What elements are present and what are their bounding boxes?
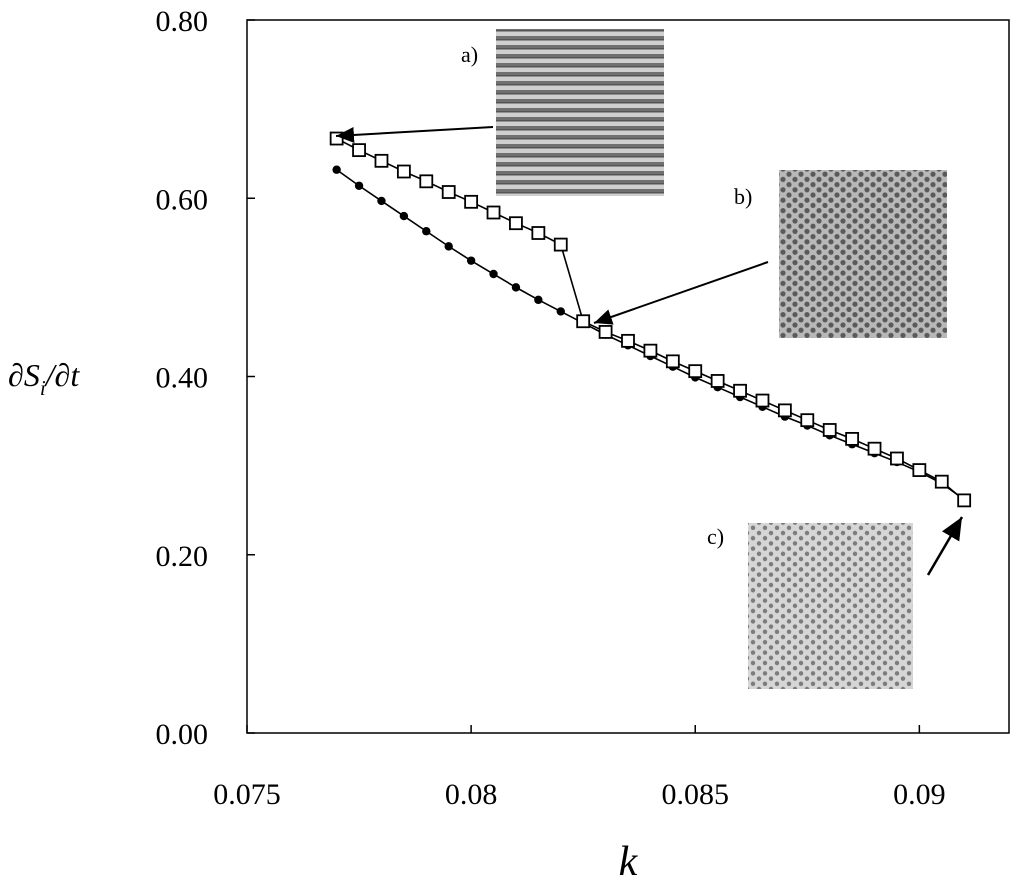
data-point-square (441, 185, 456, 199)
data-point-square (845, 431, 860, 446)
data-point-square (486, 205, 501, 220)
inset-c-image (748, 523, 913, 689)
y-axis-label-subscript: i (40, 376, 46, 400)
data-point-square (598, 325, 613, 339)
data-point-square (576, 314, 591, 329)
x-axis-ticks: 0.075 0.08 0.085 0.09 (213, 725, 946, 811)
data-point-circle (534, 295, 543, 305)
data-point-square (464, 194, 479, 209)
x-axis-label: k (619, 839, 639, 885)
data-point-circle (377, 196, 386, 206)
inset-b-label: b) (734, 184, 752, 209)
y-axis-label: ∂Si/∂t (8, 357, 80, 400)
data-point-square (329, 131, 344, 146)
data-point-square (912, 463, 927, 477)
data-point-square (643, 343, 658, 358)
data-point-circle (354, 181, 364, 190)
data-point-circle (556, 307, 565, 316)
data-point-square (374, 153, 389, 168)
pattern-insets: a) b) c) (461, 29, 947, 689)
data-point-square (688, 364, 703, 379)
data-point-square (665, 354, 680, 369)
data-point-square (867, 441, 882, 456)
data-point-square (800, 413, 815, 428)
inset-a-label: a) (461, 42, 478, 67)
data-point-square (396, 164, 411, 179)
y-tick-label: 0.20 (156, 540, 209, 573)
data-point-circle (466, 256, 476, 265)
inset-c-label: c) (707, 524, 724, 549)
inset-b-image (779, 170, 947, 338)
y-tick-label: 0.60 (156, 183, 209, 216)
arrow-b (593, 261, 769, 325)
data-point-square (822, 423, 837, 437)
inset-a-image (496, 29, 664, 196)
data-point-circle (444, 242, 453, 251)
data-point-circle (399, 211, 409, 221)
series-layer (329, 131, 972, 508)
data-point-square (890, 451, 904, 466)
x-tick-label: 0.08 (445, 778, 498, 811)
data-point-square (710, 374, 725, 388)
data-point-square (733, 383, 747, 398)
data-point-square (934, 474, 949, 489)
data-point-square (419, 174, 434, 189)
data-point-square (553, 237, 568, 252)
y-axis-label-main: ∂S (8, 357, 40, 393)
data-point-square (777, 403, 792, 418)
data-point-circle (422, 227, 431, 236)
x-tick-label: 0.075 (213, 778, 281, 811)
y-tick-label: 0.80 (156, 5, 209, 38)
data-point-circle (511, 283, 521, 292)
arrow-a (335, 126, 494, 143)
x-tick-label: 0.09 (893, 778, 946, 811)
data-point-square (957, 493, 972, 508)
y-axis-label-tail: /∂t (44, 357, 81, 393)
annotation-arrows (335, 126, 964, 576)
y-tick-label: 0.00 (156, 718, 209, 751)
data-point-square (531, 226, 546, 240)
data-point-circle (489, 269, 498, 279)
x-tick-label: 0.085 (661, 778, 729, 811)
data-point-square (352, 143, 366, 158)
y-tick-label: 0.40 (156, 362, 209, 395)
data-point-circle (332, 165, 341, 174)
data-point-square (621, 333, 635, 348)
data-point-square (509, 216, 523, 231)
y-axis-ticks: 0.00 0.20 0.40 0.60 0.80 (156, 5, 255, 751)
arrow-c (926, 516, 964, 576)
data-point-square (755, 393, 770, 408)
